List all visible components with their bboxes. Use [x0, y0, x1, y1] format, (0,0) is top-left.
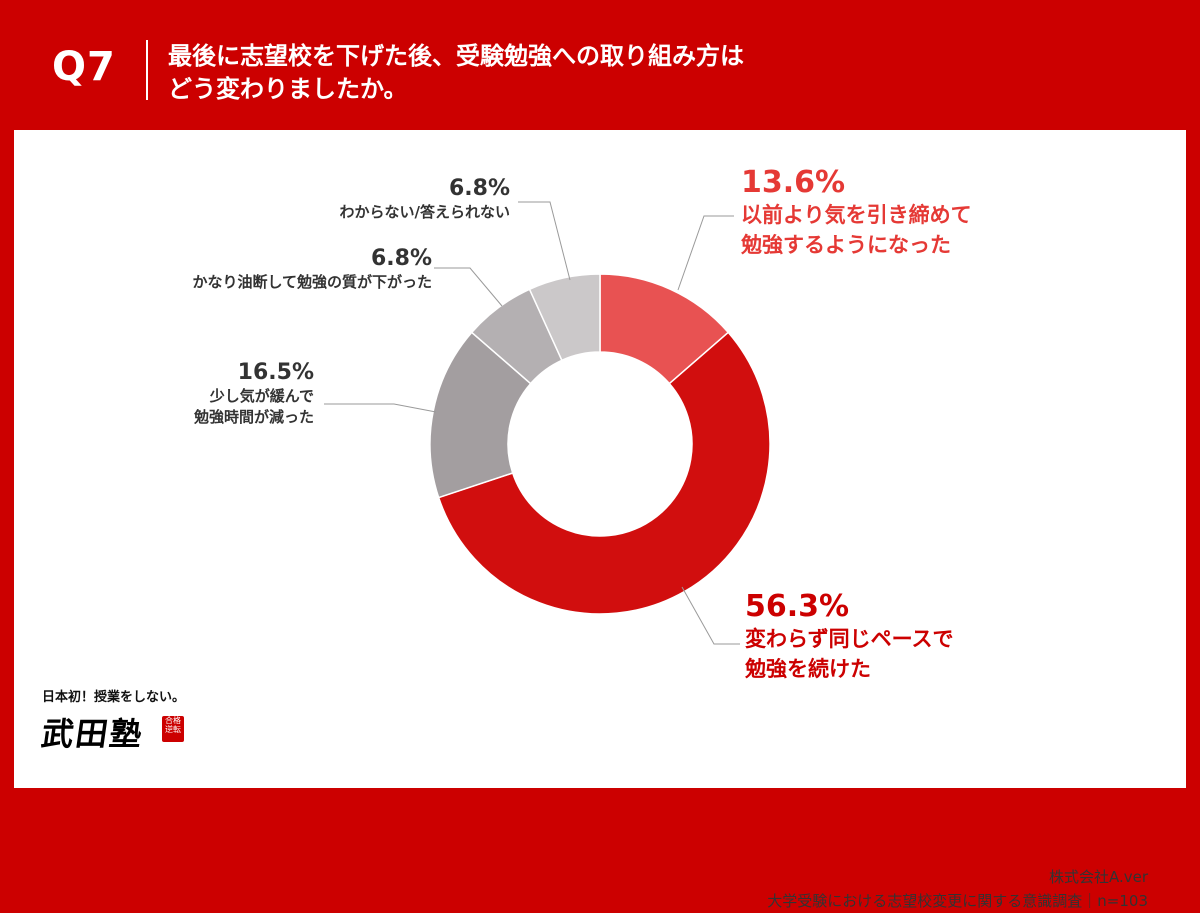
slice-value-tightened: 13.6% [741, 165, 846, 200]
footer-credit: 株式会社A.ver 大学受験における志望校変更に関する意識調査｜n=103 [767, 865, 1148, 913]
slice-value-same-pace: 56.3% [745, 589, 850, 624]
slice-text-relaxed-1: 少し気が緩んで [209, 387, 314, 405]
slice-text-same-pace-2: 勉強を続けた [745, 657, 871, 681]
chart-panel: 6.8% わからない/答えられない 6.8% かなり油断して勉強の質が下がった … [14, 130, 1186, 910]
donut-slice-unknown [528, 273, 601, 362]
slice-label-tightened: 13.6% 以前より気を引き締めて 勉強するようになった [741, 166, 972, 260]
slice-value-careless: 6.8% [370, 246, 432, 271]
leader-line-careless [434, 267, 503, 307]
slice-value-relaxed: 16.5% [237, 360, 314, 385]
slice-label-careless: 6.8% かなり油断して勉強の質が下がった [192, 246, 432, 293]
donut-slice-relaxed [429, 331, 532, 499]
logo-tagline: 日本初！授業をしない。 [42, 690, 186, 705]
question-title-line1: 最後に志望校を下げた後、受験勉強への取り組み方は [168, 42, 744, 70]
leader-line-unknown [518, 201, 571, 281]
donut-chart [324, 201, 771, 645]
leader-line-tightened [677, 215, 734, 291]
title-divider [146, 40, 148, 100]
header-bar: Q7 最後に志望校を下げた後、受験勉強への取り組み方は どう変わりましたか。 [0, 0, 1200, 130]
slice-label-same-pace: 56.3% 変わらず同じペースで 勉強を続けた [745, 590, 954, 684]
question-title-line2: どう変わりましたか。 [168, 75, 408, 103]
slice-value-unknown: 6.8% [448, 176, 510, 201]
slice-text-relaxed-2: 勉強時間が減った [193, 408, 314, 426]
footer-company: 株式会社A.ver [1048, 868, 1148, 886]
slice-text-careless: かなり油断して勉強の質が下がった [192, 273, 432, 291]
footer-survey: 大学受験における志望校変更に関する意識調査｜n=103 [767, 892, 1148, 910]
leader-line-same-pace [681, 586, 740, 645]
slice-label-unknown: 6.8% わからない/答えられない [340, 176, 510, 223]
question-number: Q7 [52, 44, 116, 90]
slice-text-same-pace-1: 変わらず同じペースで [745, 627, 954, 651]
slice-label-relaxed: 16.5% 少し気が緩んで 勉強時間が減った [194, 360, 314, 428]
donut-slice-same-pace [437, 331, 771, 615]
slice-text-tightened-2: 勉強するようになった [741, 233, 951, 257]
brand-logo: 日本初！授業をしない。 武田塾 合格逆転 [39, 686, 186, 755]
leader-line-relaxed [324, 403, 437, 413]
slice-text-tightened-1: 以前より気を引き締めて [741, 203, 972, 227]
logo-seal: 合格逆転 [162, 716, 184, 742]
question-title: 最後に志望校を下げた後、受験勉強への取り組み方は どう変わりましたか。 [168, 40, 928, 106]
slice-text-unknown: わからない/答えられない [339, 203, 510, 221]
